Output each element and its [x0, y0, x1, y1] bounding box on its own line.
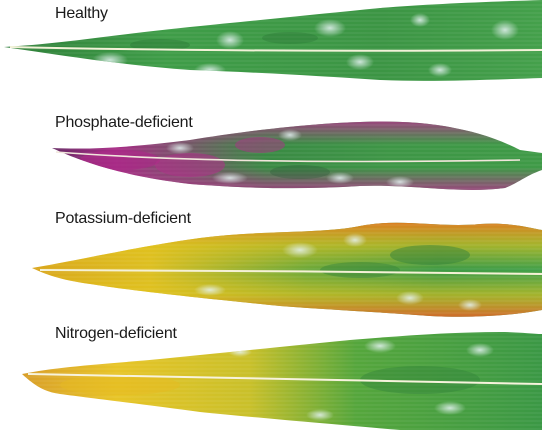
label-nitrogen-deficient: Nitrogen-deficient [55, 325, 177, 342]
leaf-potassium-deficient [32, 222, 542, 317]
leaf-phosphate-deficient [52, 121, 542, 190]
label-potassium-deficient: Potassium-deficient [55, 210, 191, 227]
label-phosphate-deficient: Phosphate-deficient [55, 114, 193, 131]
leaf-healthy [4, 0, 542, 81]
leaf-nitrogen-deficient [22, 332, 542, 430]
label-healthy: Healthy [55, 5, 108, 22]
